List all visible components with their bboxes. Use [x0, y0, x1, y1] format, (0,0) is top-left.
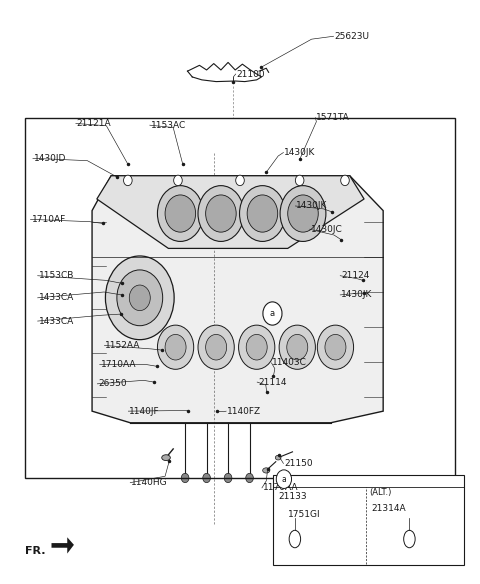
Text: 21314A: 21314A	[371, 504, 406, 513]
Circle shape	[198, 186, 244, 241]
Circle shape	[276, 470, 291, 488]
Bar	[274, 475, 464, 565]
Text: 11403C: 11403C	[273, 359, 307, 367]
Text: 21124: 21124	[341, 271, 370, 280]
Circle shape	[247, 195, 278, 232]
Circle shape	[205, 335, 227, 360]
Text: 1430JC: 1430JC	[311, 225, 342, 234]
Circle shape	[288, 195, 318, 232]
Text: 1430JK: 1430JK	[341, 290, 372, 300]
Text: 1571TA: 1571TA	[316, 113, 350, 122]
Text: 1710AF: 1710AF	[32, 215, 66, 224]
Text: 1433CA: 1433CA	[38, 293, 74, 303]
Circle shape	[317, 325, 354, 369]
Text: 1140FZ: 1140FZ	[227, 406, 261, 416]
Ellipse shape	[263, 468, 270, 473]
Circle shape	[205, 195, 236, 232]
Polygon shape	[97, 176, 364, 248]
Circle shape	[295, 175, 304, 186]
Text: 21121A: 21121A	[77, 119, 111, 128]
Text: 21133: 21133	[278, 492, 307, 501]
Circle shape	[341, 175, 349, 186]
Text: 1430JK: 1430JK	[296, 201, 328, 210]
Circle shape	[224, 474, 232, 482]
Circle shape	[203, 474, 210, 482]
Text: 1170AA: 1170AA	[263, 484, 299, 492]
Text: 26350: 26350	[98, 380, 127, 388]
Text: 25623U: 25623U	[335, 32, 370, 41]
Text: 1152AA: 1152AA	[106, 341, 141, 350]
Text: 21100: 21100	[237, 69, 265, 78]
Circle shape	[280, 186, 326, 241]
Text: 1140HG: 1140HG	[131, 478, 168, 487]
Text: 21114: 21114	[258, 378, 287, 387]
Text: 1153AC: 1153AC	[151, 121, 186, 130]
Circle shape	[198, 325, 234, 369]
Circle shape	[165, 195, 196, 232]
Text: 21150: 21150	[284, 459, 313, 468]
Text: FR.: FR.	[25, 545, 46, 555]
Circle shape	[123, 175, 132, 186]
Circle shape	[157, 186, 203, 241]
Circle shape	[279, 325, 315, 369]
Circle shape	[325, 335, 346, 360]
Circle shape	[246, 335, 267, 360]
Circle shape	[239, 325, 275, 369]
Text: a: a	[282, 475, 286, 484]
Circle shape	[240, 186, 285, 241]
Text: 1140JF: 1140JF	[129, 406, 160, 416]
Circle shape	[246, 474, 253, 482]
Bar	[25, 117, 455, 478]
Text: 1433CA: 1433CA	[38, 317, 74, 325]
Text: (ALT.): (ALT.)	[369, 488, 391, 497]
Text: a: a	[270, 309, 275, 318]
Ellipse shape	[276, 456, 281, 460]
Ellipse shape	[162, 455, 170, 461]
Circle shape	[287, 335, 308, 360]
Circle shape	[129, 285, 150, 311]
Polygon shape	[92, 176, 383, 423]
Text: 1710AA: 1710AA	[101, 360, 136, 369]
Circle shape	[106, 256, 174, 340]
Circle shape	[181, 474, 189, 482]
Circle shape	[174, 175, 182, 186]
Text: 1430JD: 1430JD	[34, 154, 66, 163]
Circle shape	[157, 325, 194, 369]
Circle shape	[165, 335, 186, 360]
Text: 1751GI: 1751GI	[288, 509, 320, 519]
Circle shape	[236, 175, 244, 186]
Circle shape	[117, 270, 163, 326]
Polygon shape	[51, 537, 74, 554]
Circle shape	[263, 302, 282, 325]
Text: 1430JK: 1430JK	[284, 148, 316, 157]
Text: 1153CB: 1153CB	[38, 271, 74, 280]
